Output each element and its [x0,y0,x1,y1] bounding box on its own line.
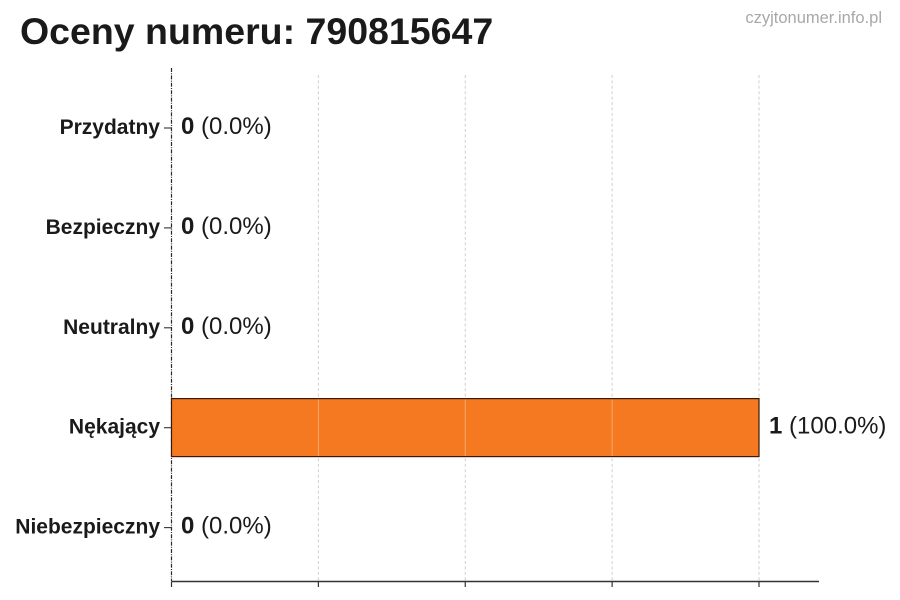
svg-text:0 (0.0%): 0 (0.0%) [181,113,272,140]
svg-text:Neutralny: Neutralny [63,316,160,339]
svg-text:Bezpieczny: Bezpieczny [46,216,161,239]
svg-text:Przydatny: Przydatny [60,116,161,139]
svg-text:Niebezpieczny: Niebezpieczny [15,516,160,539]
svg-text:Nękający: Nękający [69,416,160,439]
svg-text:1 (100.0%): 1 (100.0%) [769,413,886,440]
svg-text:0 (0.0%): 0 (0.0%) [181,513,272,540]
svg-text:0 (0.0%): 0 (0.0%) [181,213,272,240]
svg-text:0 (0.0%): 0 (0.0%) [181,313,272,340]
